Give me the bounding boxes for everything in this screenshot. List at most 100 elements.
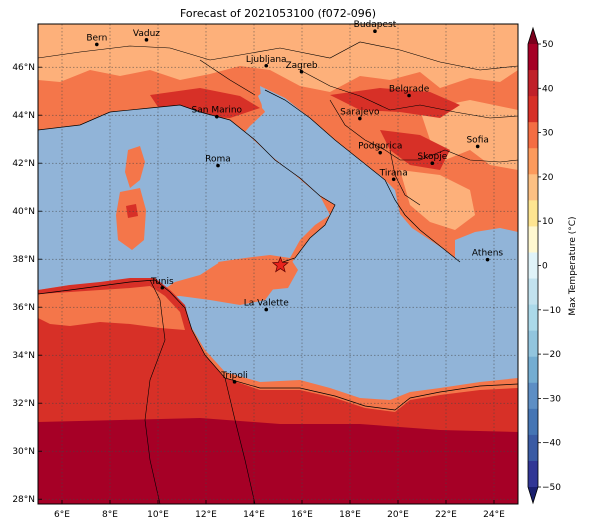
lat-tick-label: 44°N [12,111,35,121]
city-tripoli: Tripoli [220,371,248,384]
city-dot [485,257,490,262]
adriatic-sea [260,86,395,205]
colorbar-tick-label: 30 [542,129,554,139]
lon-tick-label: 14°E [243,510,265,520]
city-zagreb: Zagreb [285,61,318,74]
city-dot [391,177,396,182]
city-budapest: Budapest [354,20,397,33]
city-label: Tirana [379,168,408,178]
sardinia-hot-spot [126,204,138,218]
colorbar-band [528,330,538,358]
temperature-field [38,24,518,504]
lat-tick-label: 30°N [12,447,35,457]
city-label: San Marino [192,106,243,116]
map-frame [37,23,519,505]
city-dot [378,150,383,155]
zone-20-25-greece [400,170,475,230]
city-vaduz: Vaduz [133,29,160,42]
sardinia [116,188,146,250]
city-la-valette: La Valette [244,299,289,312]
corsica [125,146,145,188]
north-africa-coast-strip [38,286,185,330]
colorbar-band [528,382,538,410]
aegean-sea [455,228,518,300]
city-label: Roma [205,155,231,165]
lon-tick-label: 22°E [435,510,457,520]
city-podgorica: Podgorica [358,142,402,155]
lon-tick-label: 18°E [339,510,361,520]
lat-tick-label: 36°N [12,303,35,313]
city-label: Tunis [150,277,174,287]
colorbar-band [528,200,538,227]
lon-tick-label: 8°E [102,510,118,520]
colorbar-tick-label: 0 [542,262,548,272]
city-dot [430,161,435,165]
country-borders [38,41,518,504]
colorbar-band [528,460,538,488]
lat-tick-label: 38°N [12,255,35,265]
colorbar-band [528,70,538,97]
colorbar-tick-label: −40 [542,439,561,449]
lat-tick-label: 40°N [12,207,35,217]
colorbar-band [528,44,538,71]
tyrrhenian-sea [128,148,300,275]
city-label: Sofia [466,135,488,145]
colorbar-band [528,304,538,332]
colorbar-tick-label: −30 [542,394,561,404]
map-title: Forecast of 2021053100 (f072-096) [179,7,377,20]
city-label: Sarajevo [340,108,380,118]
city-dot [95,42,99,47]
city-athens: Athens [472,249,503,262]
city-label: La Valette [244,299,289,309]
city-dot [264,63,269,68]
colorbar-band [528,408,538,436]
city-label: Tripoli [220,371,248,381]
colorbar-band [528,434,538,462]
colorbar-over-extension [528,28,538,44]
lon-tick-label: 20°E [387,510,409,520]
axis-ticks: 6°E 8°E 10°E 12°E 14°E 16°E 18°E 20°E 22°E 24°E 28… [12,63,505,520]
zone-20-25-alps [38,24,518,92]
colorbar-band [528,226,538,253]
city-dot [475,144,480,149]
colorbar-band [528,174,538,201]
city-dot [160,285,165,290]
colorbar-tick-label: 20 [542,173,554,183]
city-tunis: Tunis [150,277,174,290]
city-ljubljana: Ljubljana [246,55,287,68]
lon-tick-label: 16°E [291,510,313,520]
city-dot [216,163,220,168]
colorbar-band [528,278,538,306]
city-label: Zagreb [285,61,317,71]
city-dot [373,29,377,33]
city-label: Bern [86,33,107,43]
colorbar-band [528,356,538,384]
city-roma: Roma [205,155,231,168]
lat-tick-label: 32°N [12,399,35,409]
lon-tick-label: 24°E [483,510,505,520]
city-dot [144,38,149,42]
colorbar-band [528,122,538,149]
location-marker [271,256,289,273]
city-dot [264,307,269,312]
city-sarajevo: Sarajevo [340,108,380,121]
lat-tick-label: 28°N [12,495,35,505]
zone-30-35-balkans [380,130,450,170]
city-label: Ljubljana [246,55,287,65]
city-dot [215,114,219,119]
city-label: Athens [472,249,503,259]
city-san-marino: San Marino [192,106,243,119]
city-dot [407,93,411,98]
city-bern: Bern [86,33,107,47]
city-label: Podgorica [358,142,402,152]
zone-30-35-pannonia [330,88,460,118]
city-skopje: Skopje [417,152,448,165]
colorbar-tick-label: −20 [542,350,561,360]
lat-tick-label: 34°N [12,351,35,361]
city-dot [358,116,362,121]
colorbar-under-extension [528,487,538,503]
city-dot [299,69,304,74]
lat-tick-label: 46°N [12,63,35,73]
city-tirana: Tirana [379,168,408,182]
